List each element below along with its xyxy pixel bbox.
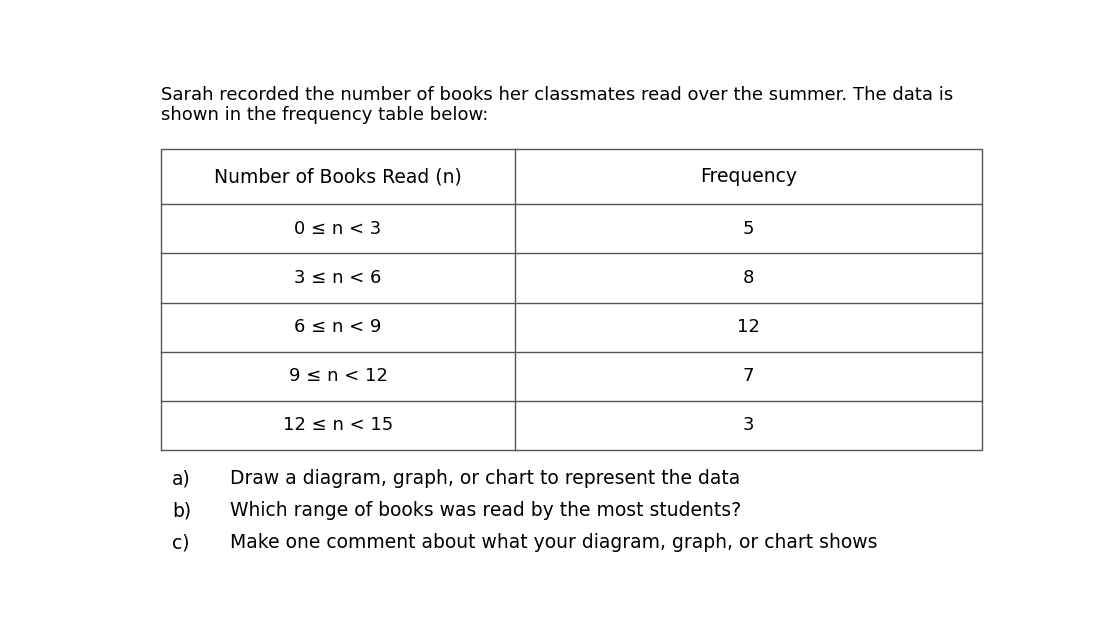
Text: shown in the frequency table below:: shown in the frequency table below: xyxy=(161,106,488,124)
Text: 8: 8 xyxy=(743,269,754,287)
Text: 3: 3 xyxy=(743,416,755,434)
Text: 7: 7 xyxy=(743,367,755,385)
Text: Sarah recorded the number of books her classmates read over the summer. The data: Sarah recorded the number of books her c… xyxy=(161,86,953,104)
Text: 5: 5 xyxy=(743,220,755,238)
Text: b): b) xyxy=(172,501,192,520)
Text: c): c) xyxy=(172,533,190,552)
Text: 12: 12 xyxy=(737,318,760,336)
Text: 9 ≤ n < 12: 9 ≤ n < 12 xyxy=(289,367,388,385)
Text: Which range of books was read by the most students?: Which range of books was read by the mos… xyxy=(230,501,741,520)
Text: 3 ≤ n < 6: 3 ≤ n < 6 xyxy=(294,269,381,287)
Text: 0 ≤ n < 3: 0 ≤ n < 3 xyxy=(294,220,381,238)
Text: Number of Books Read (n): Number of Books Read (n) xyxy=(214,167,462,186)
Text: 6 ≤ n < 9: 6 ≤ n < 9 xyxy=(294,318,381,336)
Text: Frequency: Frequency xyxy=(700,167,797,186)
Text: Make one comment about what your diagram, graph, or chart shows: Make one comment about what your diagram… xyxy=(230,533,878,552)
Text: Draw a diagram, graph, or chart to represent the data: Draw a diagram, graph, or chart to repre… xyxy=(230,469,740,488)
Text: a): a) xyxy=(172,469,191,488)
Text: 12 ≤ n < 15: 12 ≤ n < 15 xyxy=(283,416,394,434)
